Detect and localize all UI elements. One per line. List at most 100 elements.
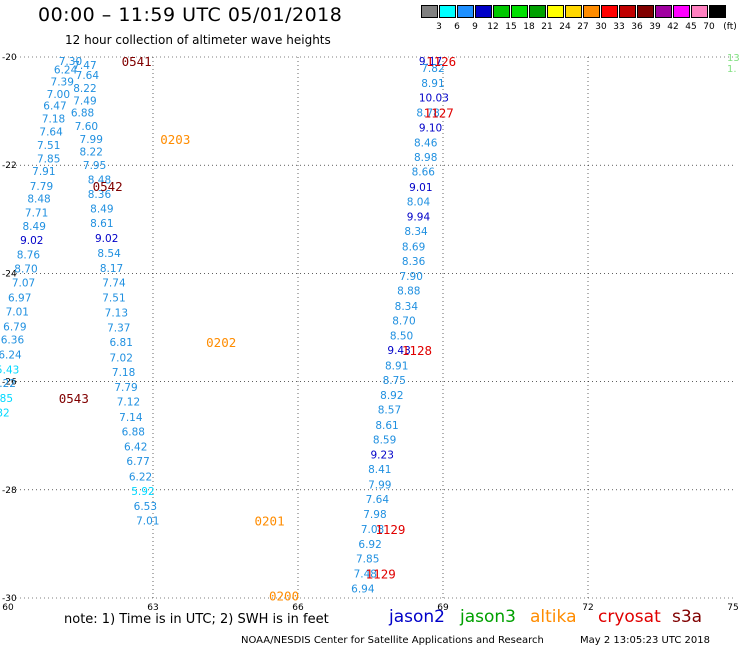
s3a-wave-height-value: 6.24 bbox=[54, 64, 78, 76]
colorbar-swatch bbox=[637, 5, 654, 18]
s3a-wave-height-value: 6.24 bbox=[0, 350, 22, 362]
x-tick-label: 66 bbox=[292, 603, 304, 613]
timestamp-text: May 2 13:05:23 UTC 2018 bbox=[580, 635, 710, 646]
colorbar-label: 30 bbox=[595, 22, 607, 32]
jason2-wave-height-value: 8.69 bbox=[402, 241, 425, 253]
s3a-wave-height-value: 8.49 bbox=[90, 203, 113, 215]
x-tick-label: 75 bbox=[727, 603, 738, 613]
colorbar-label: 9 bbox=[472, 22, 478, 32]
colorbar-label: 18 bbox=[523, 22, 535, 32]
s3a-wave-height-value: 5.82 bbox=[0, 407, 10, 419]
s3a-wave-height-value: 8.70 bbox=[14, 264, 37, 276]
colorbar-swatch bbox=[565, 5, 582, 18]
s3a-wave-height-value: 7.85 bbox=[37, 154, 60, 166]
s3a-wave-height-value: 7.60 bbox=[75, 121, 98, 133]
s3a-wave-height-value: 6.53 bbox=[134, 501, 157, 513]
s3a-wave-height-value: 5.92 bbox=[131, 486, 154, 498]
jason2-wave-height-value: 8.88 bbox=[397, 286, 420, 298]
s3a-pass-label: 0543 bbox=[59, 391, 89, 406]
s3a-wave-height-value: 7.47 bbox=[73, 60, 96, 72]
x-tick-label: 60 bbox=[2, 603, 14, 613]
colorbar-label: 24 bbox=[559, 22, 571, 32]
jason2-wave-height-value: 7.64 bbox=[366, 494, 390, 506]
edge-value-label: 1. bbox=[727, 64, 737, 75]
colorbar-label: 15 bbox=[505, 22, 517, 32]
colorbar-label: 45 bbox=[685, 22, 697, 32]
s3a-wave-height-value: 6.97 bbox=[8, 293, 31, 305]
s3a-wave-height-value: 6.36 bbox=[1, 334, 25, 346]
colorbar-unit: (ft) bbox=[723, 22, 737, 32]
jason2-wave-height-value: 8.36 bbox=[402, 256, 426, 268]
cryosat-pass-label: 1128 bbox=[402, 343, 432, 358]
colorbar-label: 70 bbox=[703, 22, 715, 32]
edge-value-label: 13 bbox=[727, 53, 740, 64]
colorbar-swatch bbox=[547, 5, 564, 18]
credit-text: NOAA/NESDIS Center for Satellite Applica… bbox=[241, 635, 544, 646]
chart-title: 00:00 – 11:59 UTC 05/01/2018 bbox=[38, 4, 343, 26]
s3a-wave-height-value: 7.79 bbox=[30, 181, 53, 193]
s3a-wave-height-value: 9.02 bbox=[20, 235, 43, 247]
colorbar-swatch bbox=[619, 5, 636, 18]
jason2-wave-height-value: 8.04 bbox=[407, 196, 431, 208]
jason2-wave-height-value: 8.78 bbox=[416, 108, 439, 120]
s3a-wave-height-value: 8.22 bbox=[73, 83, 96, 95]
jason2-wave-height-value: 8.70 bbox=[392, 315, 415, 327]
s3a-wave-height-value: 6.77 bbox=[126, 456, 149, 468]
s3a-wave-height-value: 8.48 bbox=[88, 174, 111, 186]
jason2-wave-height-value: 9.23 bbox=[371, 450, 394, 462]
s3a-wave-height-value: 7.00 bbox=[47, 89, 70, 101]
s3a-wave-height-value: 8.17 bbox=[100, 263, 123, 275]
jason2-wave-height-value: 6.94 bbox=[351, 583, 375, 595]
s3a-wave-height-value: 6.88 bbox=[71, 108, 94, 120]
s3a-wave-height-value: 7.39 bbox=[51, 76, 74, 88]
jason2-wave-height-value: 8.50 bbox=[390, 331, 413, 343]
s3a-wave-height-value: 6.22 bbox=[129, 471, 152, 483]
jason2-wave-height-value: 9.17 bbox=[419, 56, 442, 68]
s3a-wave-height-value: 7.64 bbox=[39, 127, 63, 139]
cryosat-pass-label: 1129 bbox=[366, 567, 396, 582]
jason2-wave-height-value: 7.90 bbox=[400, 271, 423, 283]
s3a-wave-height-value: 8.36 bbox=[88, 189, 112, 201]
jason2-wave-height-value: 8.59 bbox=[373, 434, 396, 446]
s3a-wave-height-value: 8.54 bbox=[97, 248, 121, 260]
s3a-wave-height-value: 7.18 bbox=[112, 367, 135, 379]
y-tick-label: -30 bbox=[2, 594, 17, 604]
colorbar-label: 39 bbox=[649, 22, 661, 32]
s3a-wave-height-value: 6.47 bbox=[43, 101, 66, 113]
jason2-wave-height-value: 8.57 bbox=[378, 405, 401, 417]
s3a-wave-height-value: 7.51 bbox=[102, 293, 125, 305]
jason2-wave-height-value: 7.48 bbox=[354, 569, 377, 581]
s3a-wave-height-value: 7.07 bbox=[12, 278, 35, 290]
colorbar-label: 42 bbox=[667, 22, 679, 32]
s3a-wave-height-value: 7.71 bbox=[25, 207, 48, 219]
jason2-wave-height-value: 7.08 bbox=[361, 524, 384, 536]
s3a-wave-height-value: 6.88 bbox=[122, 426, 145, 438]
s3a-pass-label: 0542 bbox=[93, 179, 123, 194]
s3a-wave-height-value: 7.91 bbox=[32, 166, 55, 178]
x-tick-label: 69 bbox=[437, 603, 449, 613]
colorbar-swatch bbox=[583, 5, 600, 18]
s3a-wave-height-value: 6.22 bbox=[0, 378, 16, 390]
y-tick-label: -20 bbox=[2, 53, 17, 63]
jason2-wave-height-value: 6.92 bbox=[358, 539, 381, 551]
colorbar-label: 12 bbox=[487, 22, 499, 32]
jason2-wave-height-value: 9.94 bbox=[407, 212, 431, 224]
jason2-wave-height-value: 8.66 bbox=[412, 167, 436, 179]
s3a-wave-height-value: 7.37 bbox=[107, 323, 130, 335]
altika-pass-label: 0203 bbox=[160, 132, 190, 147]
colorbar-swatch bbox=[673, 5, 690, 18]
s3a-wave-height-value: 8.22 bbox=[80, 147, 103, 159]
jason2-wave-height-value: 8.41 bbox=[368, 464, 391, 476]
jason2-wave-height-value: 8.98 bbox=[414, 152, 437, 164]
colorbar-swatch bbox=[493, 5, 510, 18]
cryosat-pass-label: 1126 bbox=[426, 54, 456, 69]
jason2-wave-height-value: 9.43 bbox=[387, 345, 410, 357]
jason2-wave-height-value: 8.92 bbox=[380, 390, 403, 402]
altika-pass-label: 0201 bbox=[255, 514, 285, 529]
s3a-wave-height-value: 7.99 bbox=[80, 134, 103, 146]
jason2-wave-height-value: 7.85 bbox=[356, 554, 379, 566]
jason2-wave-height-value: 8.75 bbox=[383, 375, 406, 387]
colorbar-swatch bbox=[421, 5, 438, 18]
s3a-wave-height-value: 7.14 bbox=[119, 412, 143, 424]
